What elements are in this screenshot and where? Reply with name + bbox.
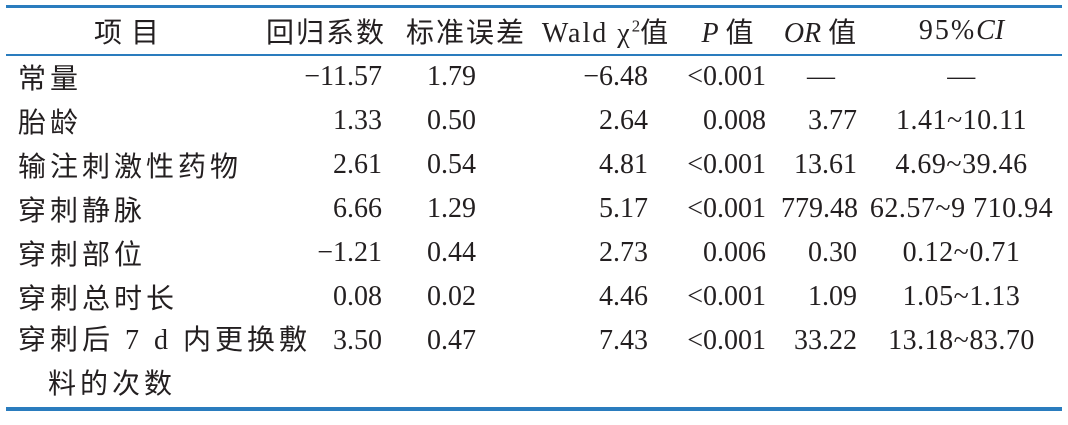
cell-wald: 2.64 xyxy=(599,104,648,136)
cell-95ci: 0.12~0.71 xyxy=(902,236,1021,268)
cell-coefficient: −1.21 xyxy=(317,236,382,268)
cell-or-value: 13.61 xyxy=(794,148,857,180)
cell-p-value: <0.001 xyxy=(687,61,766,92)
col-header-standard-error: 标准误差 xyxy=(396,6,536,56)
cell-item: 常量 xyxy=(18,64,83,95)
table-row-gestational-age: 胎龄 1.33 0.50 2.64 0.008 3.77 1.41~10.11 xyxy=(6,99,1062,143)
cell-wald: 5.17 xyxy=(599,192,648,224)
cell-coefficient: 2.61 xyxy=(333,148,382,180)
cell-or-value: — xyxy=(807,61,835,92)
item-line1: 穿刺后 7 d 内更换敷 xyxy=(18,324,312,356)
cell-coefficient: 6.66 xyxy=(333,192,382,224)
ci-label-prefix: 95% xyxy=(918,14,977,46)
cell-wald: 7.43 xyxy=(599,324,648,356)
cell-coefficient: −11.57 xyxy=(304,61,382,92)
cell-wald: 4.81 xyxy=(599,148,648,180)
cell-standard-error: 0.50 xyxy=(427,104,476,136)
col-header-item-label: 项目 xyxy=(93,17,168,49)
cell-p-value: 0.008 xyxy=(703,104,766,136)
cell-95ci: 1.05~1.13 xyxy=(902,280,1021,312)
p-label-suffix: 值 xyxy=(725,17,756,49)
cell-standard-error: 0.47 xyxy=(427,324,476,356)
col-header-or-value: OR 值 xyxy=(781,6,861,56)
table-row-constant: 常量 −11.57 1.79 −6.48 <0.001 — — xyxy=(6,55,1062,99)
cell-item: 穿刺静脉 xyxy=(18,195,147,227)
cell-item: 穿刺部位 xyxy=(18,239,147,271)
item-line2: 料的次数 xyxy=(48,368,177,400)
cell-95ci: — xyxy=(947,61,976,92)
col-header-coefficient-label: 回归系数 xyxy=(265,17,386,49)
table-row-total-puncture-duration: 穿刺总时长 0.08 0.02 4.46 <0.001 1.09 1.05~1.… xyxy=(6,275,1062,319)
cell-or-value: 3.77 xyxy=(808,104,857,136)
cell-p-value: <0.001 xyxy=(687,148,766,180)
col-header-item: 项目 xyxy=(6,6,256,56)
cell-standard-error: 0.44 xyxy=(427,236,476,268)
cell-95ci: 62.57~9 710.94 xyxy=(869,192,1054,224)
col-header-wald-chi-square: Wald χ2值 xyxy=(536,6,676,56)
cell-standard-error: 1.29 xyxy=(427,192,476,224)
cell-wald: 2.73 xyxy=(599,236,648,268)
cell-standard-error: 0.02 xyxy=(427,280,476,312)
cell-wald: −6.48 xyxy=(583,61,648,92)
col-header-coefficient: 回归系数 xyxy=(256,6,396,56)
cell-coefficient: 0.08 xyxy=(333,280,382,312)
cell-95ci: 4.69~39.46 xyxy=(895,148,1028,180)
cell-item: 输注刺激性药物 xyxy=(18,151,243,183)
cell-or-value: 779.48 xyxy=(781,192,858,224)
cell-95ci: 1.41~10.11 xyxy=(895,104,1028,136)
wald-label-suffix: 值 xyxy=(640,17,671,49)
cell-item: 胎龄 xyxy=(18,107,83,139)
cell-p-value: <0.001 xyxy=(687,324,766,356)
wald-superscript: 2 xyxy=(631,16,641,36)
cell-coefficient: 1.33 xyxy=(333,104,382,136)
cell-item: 穿刺后 7 d 内更换敷 料的次数 xyxy=(6,319,312,409)
table-row-dressing-changes: 穿刺后 7 d 内更换敷 料的次数 3.50 0.47 7.43 <0.001 … xyxy=(6,319,1062,409)
table-row-punctured-vein: 穿刺静脉 6.66 1.29 5.17 <0.001 779.48 62.57~… xyxy=(6,187,1062,231)
table-row-puncture-site: 穿刺部位 −1.21 0.44 2.73 0.006 0.30 0.12~0.7… xyxy=(6,231,1062,275)
cell-or-value: 33.22 xyxy=(794,324,857,356)
p-italic-label: P xyxy=(701,17,719,49)
cell-standard-error: 0.54 xyxy=(427,148,476,180)
or-italic-label: OR xyxy=(783,17,822,49)
cell-coefficient: 3.50 xyxy=(333,324,382,356)
col-header-95ci: 95%CI xyxy=(861,6,1062,56)
cell-standard-error: 1.79 xyxy=(427,61,476,92)
cell-p-value: <0.001 xyxy=(687,280,766,312)
cell-item: 穿刺总时长 xyxy=(18,283,179,315)
cell-or-value: 1.09 xyxy=(808,280,857,312)
or-label-suffix: 值 xyxy=(828,17,859,49)
cell-wald: 4.46 xyxy=(599,280,648,312)
table-row-irritant-drugs: 输注刺激性药物 2.61 0.54 4.81 <0.001 13.61 4.69… xyxy=(6,143,1062,187)
col-header-standard-error-label: 标准误差 xyxy=(405,17,526,49)
ci-italic-label: CI xyxy=(976,14,1005,46)
cell-95ci: 13.18~83.70 xyxy=(888,324,1035,356)
cell-p-value: <0.001 xyxy=(687,192,766,224)
cell-or-value: 0.30 xyxy=(808,236,857,268)
wald-label-prefix: Wald χ xyxy=(541,17,632,49)
cell-p-value: 0.006 xyxy=(703,236,766,268)
